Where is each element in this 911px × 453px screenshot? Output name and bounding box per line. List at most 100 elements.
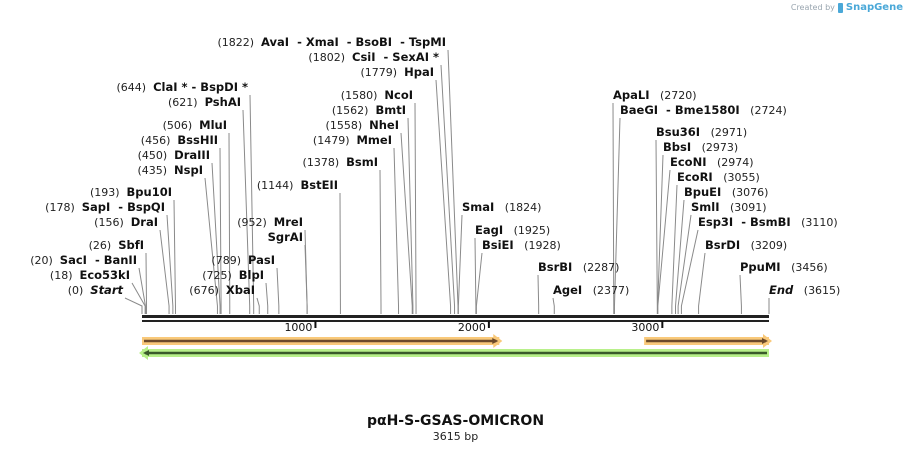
cut-site-label[interactable]: EagI (1925) xyxy=(475,223,550,237)
enzyme-name: BsmI xyxy=(346,155,378,169)
cut-site-label[interactable]: (676) XbaI xyxy=(189,283,255,297)
cut-position: (1378) xyxy=(303,156,347,169)
enzyme-name: BstEII xyxy=(300,178,338,192)
cut-site-label[interactable]: (193) Bpu10I xyxy=(90,185,172,199)
cut-site-label[interactable]: (952) MreI xyxy=(237,215,303,229)
cut-site-label[interactable]: BsiEI (1928) xyxy=(482,238,561,252)
ruler: 1000 2000 3000 xyxy=(284,321,664,334)
cut-position: (0) xyxy=(68,284,91,297)
cut-site-label[interactable]: BsrBI (2287) xyxy=(538,260,619,274)
leader-line xyxy=(204,177,218,314)
feature-3[interactable] xyxy=(139,346,769,360)
cut-site-label[interactable]: (621) PshAI xyxy=(168,95,241,109)
enzyme-name: ApaLI xyxy=(613,88,650,102)
enzyme-name: End xyxy=(769,283,794,297)
leader-line xyxy=(304,244,308,314)
cut-position: (456) xyxy=(141,134,178,147)
cut-position: (2724) xyxy=(740,104,787,117)
cut-site-label[interactable]: ApaLI (2720) xyxy=(613,88,697,102)
cut-position: (193) xyxy=(90,186,127,199)
feature-track xyxy=(139,334,772,360)
cut-site-label[interactable]: EcoRI (3055) xyxy=(677,170,760,184)
cut-site-label[interactable]: BsrDI (3209) xyxy=(705,238,787,252)
enzyme-name: BaeGI - Bme1580I xyxy=(620,103,740,117)
cut-position: (1802) xyxy=(308,51,352,64)
enzyme-name: Esp3I - BsmBI xyxy=(698,215,791,229)
leader-line xyxy=(166,214,174,314)
leader-line xyxy=(131,282,146,314)
cut-site-label[interactable]: BbsI (2973) xyxy=(663,140,738,154)
leader-line xyxy=(655,139,658,314)
enzyme-name: SbfI xyxy=(118,238,144,252)
leader-line xyxy=(552,297,555,314)
leader-line xyxy=(159,229,170,314)
cut-site-label[interactable]: (1822) AvaI - XmaI - BsoBI - TspMI xyxy=(217,35,446,49)
cut-site-label[interactable]: (178) SapI - BspQI xyxy=(45,200,165,214)
cut-position: (18) xyxy=(50,269,80,282)
cut-position: (3110) xyxy=(791,216,838,229)
leader-line xyxy=(249,94,255,314)
cut-site-leader-lines xyxy=(124,49,770,314)
enzyme-name: SmaI xyxy=(462,200,494,214)
enzyme-name: NspI xyxy=(174,163,203,177)
cut-position: (3055) xyxy=(713,171,760,184)
cut-position: (1558) xyxy=(326,119,370,132)
leader-line xyxy=(435,79,452,314)
enzyme-name: DraI xyxy=(131,215,158,229)
cut-position: (435) xyxy=(137,164,174,177)
cut-site-label[interactable]: (1378) BsmI xyxy=(303,155,378,169)
credit-prefix: Created by xyxy=(790,3,835,12)
cut-site-label[interactable]: BaeGI - Bme1580I (2724) xyxy=(620,103,787,117)
leader-line xyxy=(613,117,621,314)
enzyme-name: Bsu36I xyxy=(656,125,700,139)
cut-site-label[interactable]: (1802) CsiI - SexAI * xyxy=(308,50,439,64)
leader-line xyxy=(698,252,706,314)
enzyme-name: PpuMI xyxy=(740,260,781,274)
leader-line xyxy=(228,132,231,314)
cut-site-label[interactable]: (20) SacI - BanII xyxy=(30,253,137,267)
cut-site-label[interactable]: SgrAI xyxy=(268,230,303,244)
feature-2[interactable] xyxy=(644,334,772,348)
backbone-bottom-strand xyxy=(142,320,769,322)
cut-position: (20) xyxy=(30,254,60,267)
cut-site-label[interactable]: (725) BlpI xyxy=(202,268,264,282)
cut-site-label[interactable]: (1562) BmtI xyxy=(332,103,406,117)
cut-site-label[interactable]: AgeI (2377) xyxy=(553,283,629,297)
cut-site-label[interactable]: (18) Eco53kI xyxy=(50,268,130,282)
cut-site-label[interactable]: (1144) BstEII xyxy=(257,178,338,192)
cut-site-label[interactable]: (1580) NcoI xyxy=(341,88,413,102)
cut-site-label[interactable]: (1558) NheI xyxy=(326,118,399,132)
cut-site-label[interactable]: (0) Start xyxy=(68,283,124,297)
cut-site-label[interactable]: SmaI (1824) xyxy=(462,200,541,214)
cut-position: (725) xyxy=(202,269,239,282)
cut-site-label[interactable]: (435) NspI xyxy=(137,163,203,177)
cut-site-label[interactable]: (456) BssHII xyxy=(141,133,218,147)
sequence-title: pαH-S-GSAS-OMICRON xyxy=(366,413,545,429)
cut-site-label[interactable]: (506) MluI xyxy=(163,118,227,132)
leader-line xyxy=(474,237,477,314)
cut-position: (676) xyxy=(189,284,226,297)
cut-site-label[interactable]: BpuEI (3076) xyxy=(684,185,768,199)
cut-site-label[interactable]: (1479) MmeI xyxy=(313,133,392,147)
feature-1[interactable] xyxy=(142,334,503,348)
cut-site-label[interactable]: (789) PasI xyxy=(211,253,275,267)
cut-site-label[interactable]: PpuMI (3456) xyxy=(740,260,828,274)
cut-site-label[interactable]: (450) DraIII xyxy=(138,148,210,162)
cut-position: (2974) xyxy=(706,156,753,169)
cut-site-label[interactable]: Bsu36I (2971) xyxy=(656,125,747,139)
cut-site-label[interactable]: SmlI (3091) xyxy=(691,200,767,214)
cut-position: (1144) xyxy=(257,179,301,192)
cut-site-label[interactable]: EcoNI (2974) xyxy=(670,155,754,169)
cut-site-label[interactable]: (156) DraI xyxy=(94,215,158,229)
enzyme-name: MluI xyxy=(199,118,227,132)
cut-site-label[interactable]: Esp3I - BsmBI (3110) xyxy=(698,215,838,229)
cut-site-label[interactable]: (644) ClaI * - BspDI * xyxy=(117,80,248,94)
cut-site-label[interactable]: (26) SbfI xyxy=(89,238,144,252)
cut-position: (3209) xyxy=(740,239,787,252)
cut-site-label[interactable]: End (3615) xyxy=(769,283,840,297)
cut-site-label[interactable]: (1779) HpaI xyxy=(361,65,434,79)
leader-line xyxy=(475,252,483,314)
cut-position: (3076) xyxy=(721,186,768,199)
credit-brand: SnapGene xyxy=(845,2,903,13)
